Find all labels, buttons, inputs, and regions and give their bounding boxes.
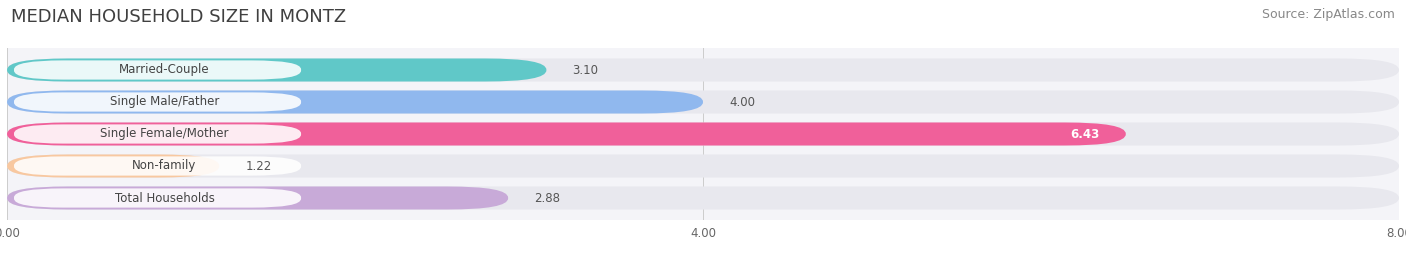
Text: Total Households: Total Households <box>114 192 215 204</box>
FancyBboxPatch shape <box>7 154 219 177</box>
Text: Married-Couple: Married-Couple <box>120 64 209 76</box>
FancyBboxPatch shape <box>7 58 547 81</box>
FancyBboxPatch shape <box>14 188 301 208</box>
FancyBboxPatch shape <box>7 187 1399 210</box>
FancyBboxPatch shape <box>14 60 301 80</box>
Text: 2.88: 2.88 <box>534 192 560 204</box>
FancyBboxPatch shape <box>7 122 1126 146</box>
FancyBboxPatch shape <box>7 58 1399 81</box>
Text: MEDIAN HOUSEHOLD SIZE IN MONTZ: MEDIAN HOUSEHOLD SIZE IN MONTZ <box>11 8 346 26</box>
FancyBboxPatch shape <box>7 122 1399 146</box>
Text: Single Male/Father: Single Male/Father <box>110 95 219 109</box>
Text: 4.00: 4.00 <box>730 95 755 109</box>
Text: 3.10: 3.10 <box>572 64 599 76</box>
FancyBboxPatch shape <box>7 91 1399 114</box>
FancyBboxPatch shape <box>7 187 508 210</box>
Text: Single Female/Mother: Single Female/Mother <box>100 128 229 140</box>
FancyBboxPatch shape <box>14 124 301 144</box>
FancyBboxPatch shape <box>14 92 301 111</box>
Text: 6.43: 6.43 <box>1070 128 1099 140</box>
FancyBboxPatch shape <box>7 91 703 114</box>
Text: Non-family: Non-family <box>132 159 197 173</box>
FancyBboxPatch shape <box>7 154 1399 177</box>
Text: Source: ZipAtlas.com: Source: ZipAtlas.com <box>1261 8 1395 21</box>
FancyBboxPatch shape <box>14 157 301 176</box>
Text: 1.22: 1.22 <box>246 159 271 173</box>
